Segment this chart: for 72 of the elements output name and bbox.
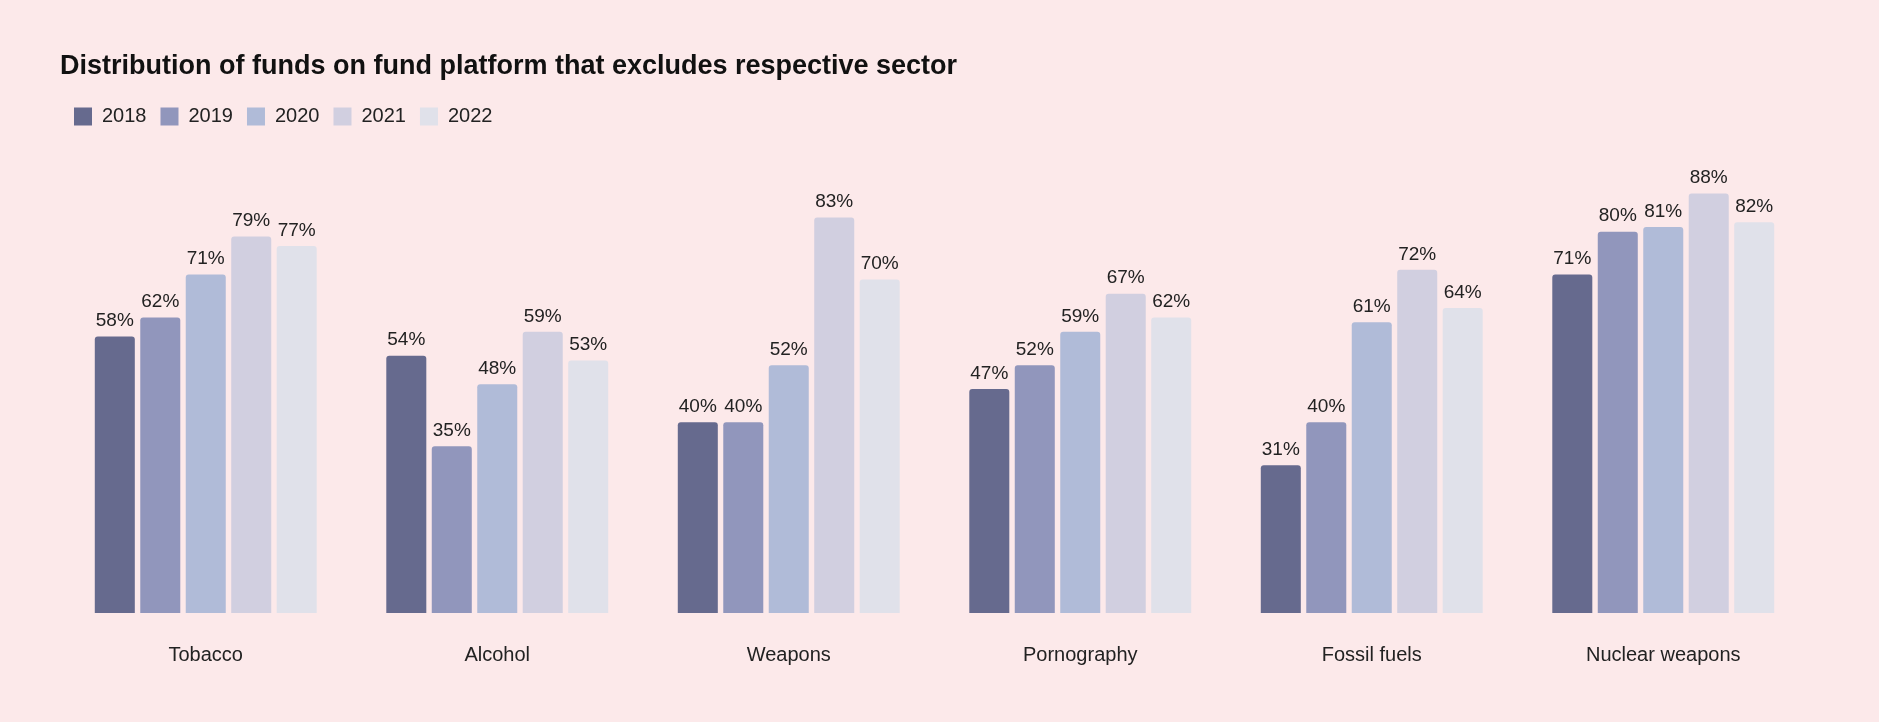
bar (859, 279, 900, 613)
data-label: 52% (1015, 337, 1054, 359)
bar (677, 422, 718, 613)
data-label: 31% (1261, 437, 1300, 459)
bar (231, 236, 272, 613)
x-tick-label: Tobacco (168, 642, 243, 665)
legend-label: 2022 (447, 103, 493, 126)
bar (522, 331, 563, 613)
data-label: 71% (1553, 247, 1592, 269)
data-label: 77% (277, 218, 316, 240)
data-label: 40% (678, 395, 717, 417)
x-tick-label: Alcohol (464, 642, 531, 665)
data-label: 88% (1689, 166, 1728, 188)
bar (386, 355, 427, 613)
chart-title: Distribution of funds on fund platform that excludes respective sector (60, 49, 958, 80)
x-tick-label: Pornography (1022, 642, 1138, 665)
data-label: 54% (387, 328, 426, 350)
bar (477, 384, 518, 613)
legend-label: 2019 (188, 103, 233, 126)
data-label: 61% (1352, 295, 1391, 317)
x-tick-label: Weapons (746, 642, 831, 665)
data-label: 83% (815, 190, 854, 212)
bar (1260, 465, 1301, 613)
bar (1060, 331, 1101, 613)
bar (1597, 231, 1638, 613)
bar (814, 217, 855, 613)
bar (1306, 422, 1347, 613)
bar (1014, 365, 1055, 613)
data-label: 40% (724, 395, 763, 417)
bar (1442, 307, 1483, 613)
bar (1397, 269, 1438, 613)
data-label: 70% (860, 252, 899, 274)
x-tick-label: Fossil fuels (1321, 642, 1422, 665)
data-label: 64% (1443, 280, 1482, 302)
data-label: 59% (1061, 304, 1100, 326)
bar (1105, 293, 1146, 613)
bar (185, 274, 226, 613)
data-label: 59% (523, 304, 562, 326)
data-label: 79% (232, 209, 271, 231)
data-label: 53% (569, 333, 608, 355)
data-label: 62% (1152, 290, 1191, 312)
bar (1688, 193, 1729, 613)
bar (969, 389, 1010, 613)
data-label: 35% (432, 418, 471, 440)
bar (1552, 274, 1593, 613)
bar (1734, 222, 1775, 613)
bar (723, 422, 764, 613)
data-label: 52% (769, 337, 808, 359)
data-label: 58% (95, 309, 134, 331)
data-label: 80% (1598, 204, 1637, 226)
data-label: 82% (1735, 194, 1774, 216)
data-label: 81% (1644, 199, 1683, 221)
legend-label: 2021 (361, 103, 406, 126)
bar (1351, 322, 1392, 613)
data-label: 62% (141, 290, 180, 312)
legend-label: 2020 (274, 103, 320, 126)
data-label: 67% (1106, 266, 1145, 288)
bar (431, 446, 472, 613)
data-label: 40% (1307, 395, 1346, 417)
bar (94, 336, 135, 613)
data-label: 72% (1398, 242, 1437, 264)
data-label: 71% (186, 247, 225, 269)
bar (276, 246, 317, 613)
bar (568, 360, 609, 613)
bar (1151, 317, 1192, 613)
legend-label: 2018 (102, 103, 147, 126)
x-tick-label: Nuclear weapons (1585, 642, 1741, 665)
data-label: 47% (970, 361, 1009, 383)
bar (140, 317, 181, 613)
bar (1643, 226, 1684, 613)
bar (768, 365, 809, 613)
data-label: 48% (478, 356, 517, 378)
